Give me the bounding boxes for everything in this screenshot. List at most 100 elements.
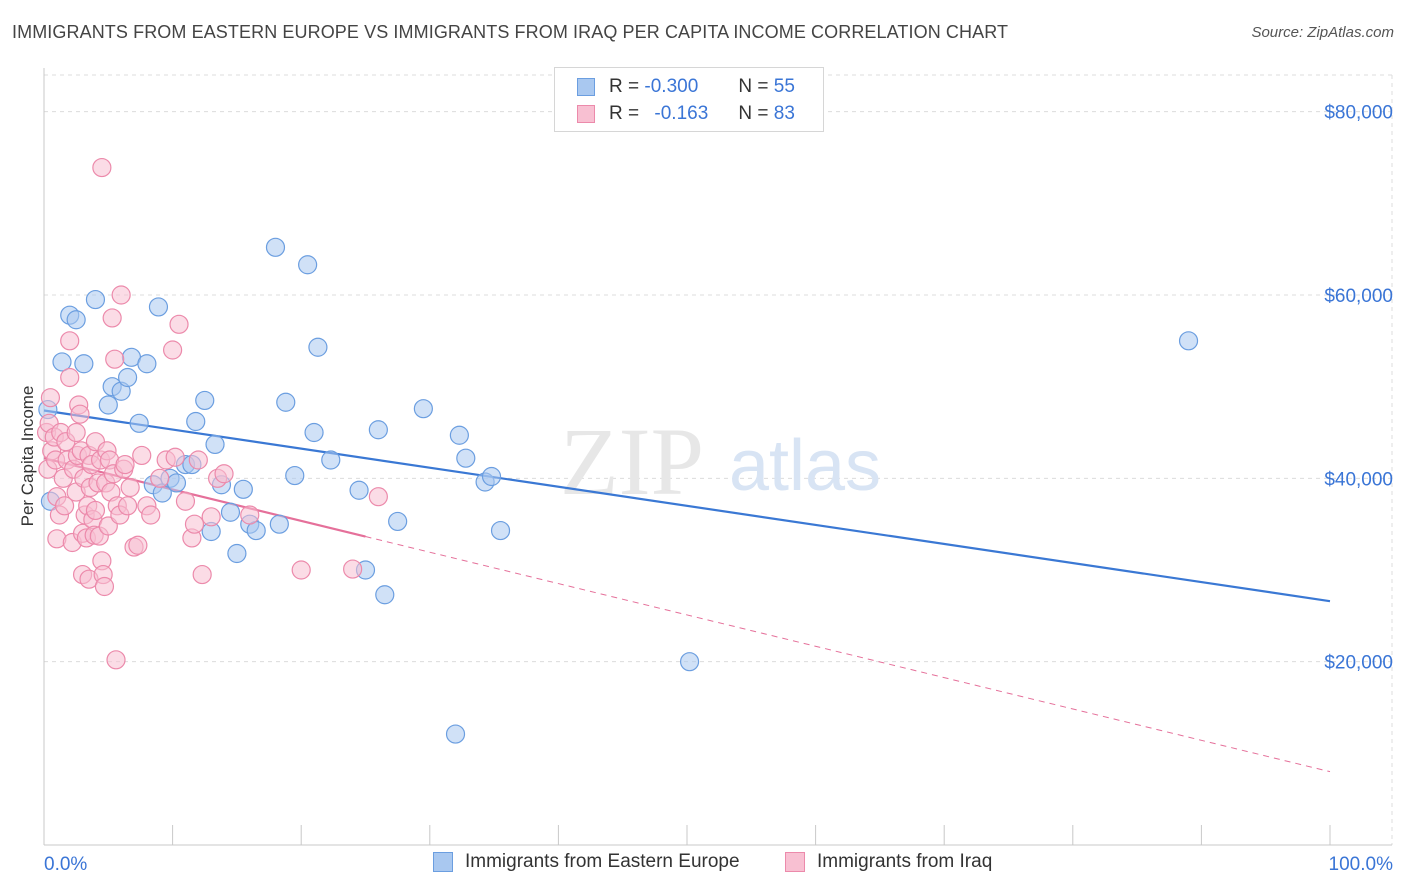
trend-line-iraq-extension: [365, 536, 1331, 773]
data-point: [285, 465, 305, 486]
legend-swatch-pink: [577, 105, 595, 123]
data-point: [129, 413, 149, 433]
data-point: [102, 308, 122, 328]
data-point: [304, 422, 324, 443]
data-point: [205, 434, 225, 455]
tick-labels: $20,000 $40,000 $60,000 $80,000 0.0% 100.0%: [44, 103, 1393, 875]
data-point: [481, 466, 502, 487]
data-point: [291, 560, 311, 580]
data-point: [368, 487, 388, 507]
data-point: [128, 535, 148, 555]
r-value: -0.300: [644, 76, 699, 97]
data-point: [132, 445, 152, 466]
data-point: [188, 450, 208, 470]
data-point: [276, 392, 296, 412]
n-label: N =: [738, 76, 769, 97]
watermark-atlas: atlas: [729, 426, 881, 506]
data-point: [98, 516, 118, 536]
n-value: 55: [773, 76, 795, 97]
data-point: [220, 502, 241, 522]
data-point: [98, 395, 118, 415]
data-point: [175, 491, 196, 511]
data-point: [269, 514, 289, 534]
chart-title: IMMIGRANTS FROM EASTERN EUROPE VS IMMIGR…: [12, 22, 1009, 42]
legend-swatch-blue: [577, 78, 595, 96]
data-point: [106, 650, 126, 670]
data-point: [120, 477, 140, 498]
data-point: [169, 314, 189, 334]
data-point: [349, 480, 369, 500]
source-label: Source: ZipAtlas.com: [1251, 24, 1394, 41]
data-point: [192, 564, 212, 585]
data-point: [111, 285, 131, 305]
legend-item-iraq: Immigrants from Iraq: [785, 851, 992, 873]
data-point: [166, 473, 187, 493]
data-point: [105, 349, 125, 369]
data-point: [308, 337, 328, 357]
y-tick-label: $20,000: [1324, 653, 1393, 674]
data-point: [117, 367, 138, 388]
data-point: [70, 404, 90, 424]
data-point: [117, 496, 138, 516]
data-point: [375, 585, 395, 605]
series-legend: Immigrants from Eastern Europe Immigrant…: [0, 851, 1406, 879]
data-point: [60, 331, 80, 351]
data-point: [201, 507, 221, 527]
data-point: [214, 464, 234, 484]
r-label: R =: [609, 103, 640, 124]
data-point: [85, 289, 106, 310]
stats-row-eastern-europe: R = -0.300 N = 55: [555, 74, 795, 100]
data-point: [227, 543, 247, 564]
y-tick-label: $60,000: [1324, 286, 1393, 307]
trend-line-eastern-europe: [43, 409, 1331, 603]
series-eastern-europe: [38, 237, 1199, 744]
data-point: [40, 388, 61, 408]
legend-swatch-pink: [785, 852, 805, 872]
x-tick-label-start: 0.0%: [44, 854, 87, 875]
legend-swatch-blue: [433, 852, 453, 872]
y-tick-label: $80,000: [1324, 103, 1393, 124]
legend-label: Immigrants from Iraq: [817, 851, 993, 872]
data-point: [137, 354, 157, 374]
data-point: [94, 576, 115, 597]
legend-item-eastern-europe: Immigrants from Eastern Europe: [433, 851, 740, 873]
data-point: [85, 500, 106, 521]
series-iraq: [36, 157, 388, 670]
gridlines: [44, 74, 1393, 845]
data-point: [490, 520, 511, 541]
y-tick-label: $40,000: [1324, 469, 1393, 490]
data-point: [456, 448, 476, 468]
data-point: [233, 479, 253, 499]
axes: [43, 68, 1392, 846]
stats-row-iraq: R = -0.163 N = 83: [555, 101, 795, 127]
data-point: [1178, 331, 1199, 351]
data-point: [74, 354, 94, 374]
data-point: [165, 447, 185, 467]
data-point: [148, 297, 169, 317]
data-point: [240, 505, 260, 525]
watermark-zip: ZIP: [560, 408, 704, 515]
data-point: [115, 454, 135, 475]
data-points: [36, 157, 1199, 744]
data-point: [298, 255, 318, 275]
data-point: [54, 496, 75, 516]
data-point: [150, 468, 170, 488]
x-tick-label-end: 100.0%: [1329, 854, 1394, 875]
n-label: N =: [738, 103, 769, 124]
r-label: R =: [609, 76, 640, 97]
data-point: [186, 411, 206, 432]
data-point: [449, 425, 469, 445]
data-point: [265, 237, 286, 257]
data-point: [92, 157, 112, 178]
data-point: [163, 340, 183, 360]
data-point: [321, 450, 341, 470]
data-point: [388, 511, 408, 532]
watermark: ZIP atlas: [560, 408, 881, 515]
data-point: [368, 420, 388, 440]
data-point: [184, 514, 205, 534]
r-value: -0.163: [654, 103, 709, 124]
data-point: [52, 352, 72, 372]
data-point: [60, 367, 80, 388]
data-point: [413, 399, 433, 419]
